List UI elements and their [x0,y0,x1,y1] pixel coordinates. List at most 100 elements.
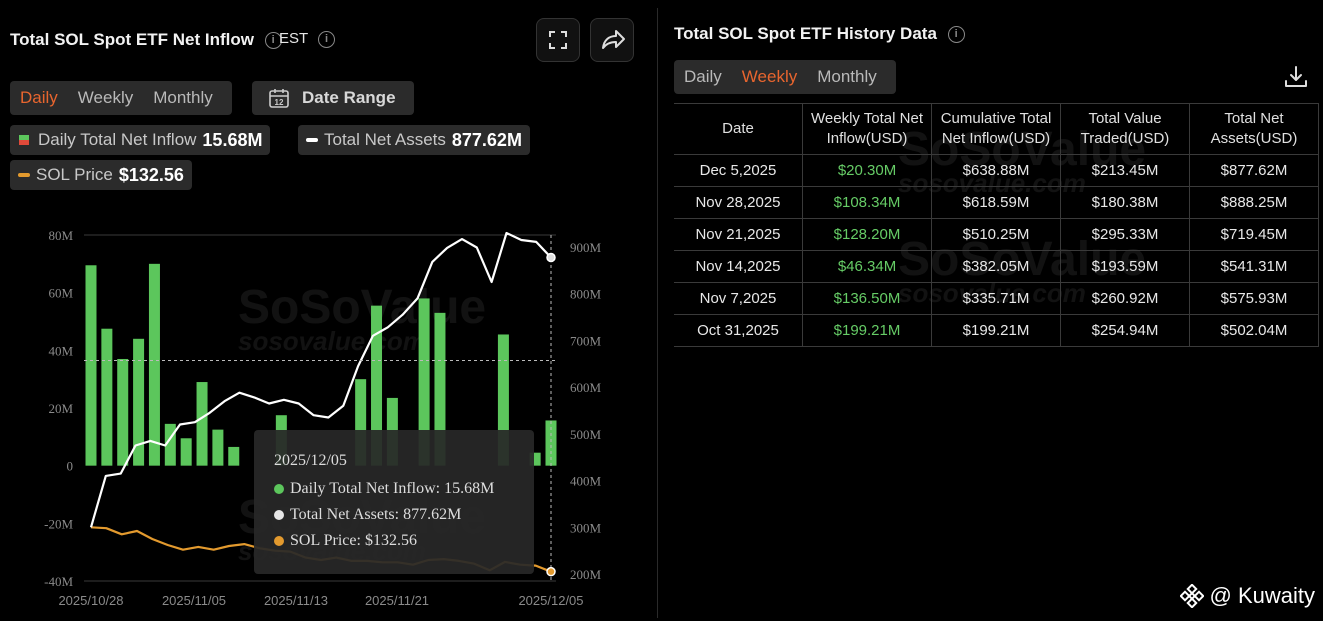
download-icon[interactable] [1283,64,1309,90]
date-range-button[interactable]: 12 Date Range [252,81,414,115]
tab-daily[interactable]: Daily [20,88,58,107]
legend-price-label: SOL Price [36,165,113,184]
y-left-tick-label: 20M [48,401,73,416]
history-tab-monthly[interactable]: Monthly [817,67,877,86]
sol-price-hover-point [546,566,556,577]
timezone-text: EST [279,30,308,47]
y-right-tick-label: 400M [570,474,602,489]
tab-monthly[interactable]: Monthly [153,88,213,107]
inflow-chart-panel: Total SOL Spot ETF Net Inflow i EST i Da… [0,0,657,621]
timezone-label: EST i [279,30,336,48]
inflow-bar [133,338,145,466]
table-header-row: Date Weekly Total Net Inflow(USD) Cumula… [674,103,1319,155]
inflow-bar [148,263,160,466]
tooltip-assets: Total Net Assets: 877.62M [290,506,462,523]
legend-price[interactable]: SOL Price $132.56 [10,160,192,190]
inflow-bar [355,379,367,466]
x-tick-label: 2025/11/21 [365,593,429,608]
y-right-tick-label: 300M [570,520,602,535]
history-tab-daily[interactable]: Daily [684,67,722,86]
table-cell: $719.45M [1189,218,1319,251]
inflow-bar [196,382,208,466]
y-left-tick-label: 60M [48,286,73,301]
history-info-icon[interactable]: i [947,26,965,44]
history-table: Date Weekly Total Net Inflow(USD) Cumula… [674,103,1319,347]
legend-assets-label: Total Net Assets [324,130,446,149]
table-cell: $335.71M [931,282,1061,315]
price-legend-swatch [18,173,30,177]
table-cell: $20.30M [802,154,932,187]
inflow-bar [545,420,557,466]
table-cell: Dec 5,2025 [674,154,803,187]
table-row[interactable]: Nov 7,2025 $136.50M $335.71M $260.92M $575.9… [674,282,1319,315]
info-icon[interactable]: i [264,32,282,50]
header-date: Date [674,103,803,155]
tab-weekly[interactable]: Weekly [77,88,134,107]
table-cell: $128.20M [802,218,932,251]
legend-assets[interactable]: Total Net Assets 877.62M [298,125,530,155]
inflow-bar [371,305,383,466]
table-row[interactable]: Dec 5,2025 $20.30M $638.88M $213.45M $877.62… [674,154,1319,187]
timezone-info-icon[interactable]: i [318,30,336,48]
table-cell: $541.31M [1189,250,1319,283]
table-row[interactable]: Nov 14,2025 $46.34M $382.05M $193.59M $541.3… [674,250,1319,283]
table-cell: Nov 28,2025 [674,186,803,219]
table-cell: Nov 7,2025 [674,282,803,315]
chart-tooltip: 2025/12/05 Daily Total Net Inflow: 15.68… [254,430,534,574]
table-cell: $213.45M [1060,154,1190,187]
history-tab-weekly[interactable]: Weekly [741,67,798,86]
tooltip-price-dot [274,536,284,546]
legend-inflow-label: Daily Total Net Inflow [38,130,197,149]
history-title: Total SOL Spot ETF History Data i [674,24,965,44]
x-tick-label: 2025/12/05 [518,593,583,608]
tooltip-price: SOL Price: $132.56 [290,532,417,549]
history-title-text: Total SOL Spot ETF History Data [674,24,937,43]
tooltip-inflow: Daily Total Net Inflow: 15.68M [290,480,495,497]
header-value-traded: Total Value Traded(USD) [1060,103,1190,155]
x-tick-label: 2025/10/28 [58,593,123,608]
x-tick-label: 2025/11/05 [162,593,226,608]
left-period-tabs: Daily Weekly Monthly [10,81,232,115]
fullscreen-button[interactable] [536,18,580,62]
legend-inflow[interactable]: Daily Total Net Inflow 15.68M [10,125,271,155]
y-right-tick-label: 200M [570,567,602,582]
header-net-assets: Total Net Assets(USD) [1189,103,1319,155]
table-cell: $510.25M [931,218,1061,251]
tooltip-inflow-dot [274,484,284,494]
inflow-bar [434,312,446,466]
tooltip-assets-row: Total Net Assets: 877.62M [274,506,461,524]
table-cell: $382.05M [931,250,1061,283]
table-row[interactable]: Nov 28,2025 $108.34M $618.59M $180.38M $888.… [674,186,1319,219]
y-left-tick-label: 80M [48,228,73,243]
net-assets-hover-point [546,252,556,263]
tooltip-price-row: SOL Price: $132.56 [274,532,417,550]
table-cell: $575.93M [1189,282,1319,315]
calendar-icon: 12 [269,89,289,108]
inflow-bar [164,423,176,466]
assets-legend-swatch [306,138,318,142]
table-row[interactable]: Oct 31,2025 $199.21M $199.21M $254.94M $502.… [674,314,1319,347]
inflow-bar [101,328,113,466]
table-row[interactable]: Nov 21,2025 $128.20M $510.25M $295.33M $719.… [674,218,1319,251]
table-cell: $46.34M [802,250,932,283]
table-cell: $108.34M [802,186,932,219]
legend-assets-value: 877.62M [451,129,522,150]
inflow-bar [117,358,129,466]
legend-inflow-value: 15.68M [202,129,263,150]
y-right-tick-label: 900M [570,240,602,255]
share-button[interactable] [590,18,634,62]
table-cell: $199.21M [931,314,1061,347]
table-cell: $254.94M [1060,314,1190,347]
y-right-tick-label: 500M [570,427,602,442]
right-period-tabs: Daily Weekly Monthly [674,60,896,94]
table-cell: $638.88M [931,154,1061,187]
tooltip-inflow-row: Daily Total Net Inflow: 15.68M [274,480,494,498]
table-cell: Nov 14,2025 [674,250,803,283]
tooltip-assets-dot [274,510,284,520]
inflow-bar [212,429,224,466]
x-tick-label: 2025/11/13 [264,593,328,608]
inflow-bar [180,438,192,466]
y-left-tick-label: 0 [67,459,74,474]
inflow-chart[interactable]: 80M 60M 40M 20M 0 -20M -40M 900M 800M 700M 600M 500… [0,200,657,621]
watermark-url: sosovalue.com [238,326,426,356]
